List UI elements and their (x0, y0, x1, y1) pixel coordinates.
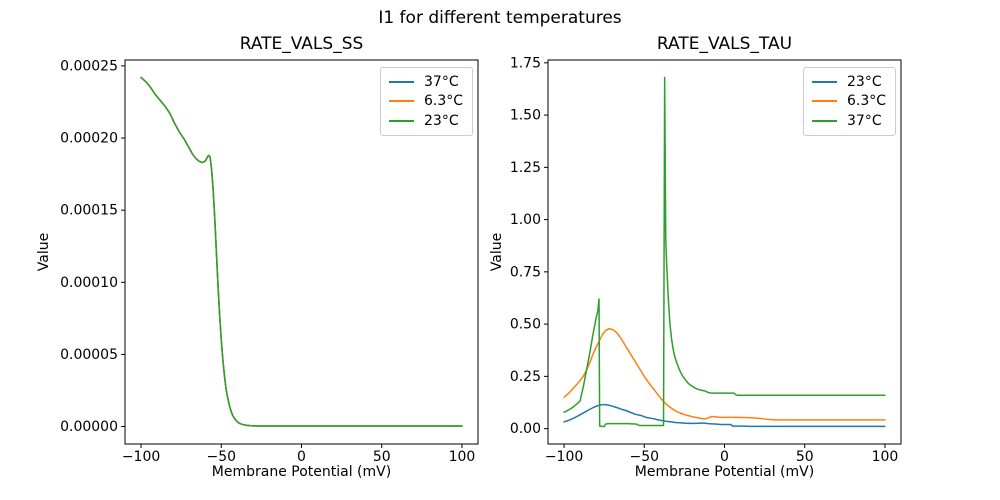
x-tick-label: 100 (449, 449, 476, 465)
legend-entry: 23°C (812, 72, 886, 92)
legend-entry: 37°C (812, 111, 886, 131)
x-tick-label: −100 (545, 449, 583, 465)
figure-title: I1 for different temperatures (378, 8, 622, 28)
legend-line-sample (389, 100, 414, 103)
legend-entry-label: 6.3°C (847, 93, 887, 110)
y-tick-label: 0.00 (510, 421, 541, 437)
y-tick-label: 0.50 (510, 317, 541, 333)
series-line-6.3°C (563, 327, 886, 421)
legend-line-sample (389, 119, 414, 122)
x-tick-label: 0 (720, 449, 729, 465)
y-tick-label: 0.00010 (60, 275, 118, 291)
right-plot-ylabel: Value (489, 232, 505, 272)
y-tick-label: 1.25 (510, 160, 541, 176)
legend-entry: 37°C (389, 72, 463, 92)
legend-line-sample (389, 80, 414, 83)
left-plot-title: RATE_VALS_SS (239, 34, 364, 54)
x-tick-label: −100 (122, 449, 160, 465)
y-tick-label: 0.00025 (60, 58, 118, 74)
legend-line-sample (812, 80, 837, 83)
y-tick-label: 0.25 (510, 369, 541, 385)
legend-line-sample (812, 119, 837, 122)
y-tick-label: 1.75 (510, 55, 541, 71)
legend-line-sample (812, 100, 837, 103)
y-tick-label: 0.00015 (60, 203, 118, 219)
y-tick-label: 1.50 (510, 108, 541, 124)
y-tick-label: 0.00020 (60, 131, 118, 147)
right-axes: −100 −50 0 50 100 0.00 0.25 0.50 0.75 1.00 1.25 1.5… (510, 55, 902, 465)
y-tick-label: 0.00000 (60, 419, 118, 435)
y-tick-label: 0.00005 (60, 347, 118, 363)
series-line-23°C (563, 403, 886, 428)
x-tick-label: −50 (206, 449, 236, 465)
legend-entry-label: 37°C (847, 112, 882, 129)
x-tick-label: 50 (373, 449, 391, 465)
legend-entry: 23°C (389, 111, 463, 131)
series-line-37°C (563, 76, 886, 428)
right-plot-legend: 23°C 6.3°C 37°C (803, 67, 897, 136)
right-plot-title: RATE_VALS_TAU (656, 34, 793, 54)
legend-entry: 6.3°C (812, 92, 886, 112)
left-axes: −100 −50 0 50 100 0.00000 0.00005 0.00010 0.0001… (60, 58, 479, 465)
legend-entry-label: 23°C (424, 112, 459, 129)
series-line-23°C (140, 76, 463, 427)
left-plot-legend: 37°C 6.3°C 23°C (380, 67, 474, 136)
left-plot-xlabel: Membrane Potential (mV) (211, 464, 392, 480)
x-tick-label: 50 (796, 449, 814, 465)
legend-entry-label: 37°C (424, 73, 459, 90)
x-tick-label: 0 (297, 449, 306, 465)
x-tick-label: −50 (629, 449, 659, 465)
left-plot-ylabel: Value (36, 232, 52, 272)
right-plot-xlabel: Membrane Potential (mV) (634, 464, 815, 480)
x-tick-label: 100 (872, 449, 899, 465)
y-tick-label: 1.00 (510, 212, 541, 228)
legend-entry-label: 6.3°C (424, 93, 464, 110)
y-tick-label: 0.75 (510, 264, 541, 280)
legend-entry-label: 23°C (847, 73, 882, 90)
legend-entry: 6.3°C (389, 92, 463, 112)
